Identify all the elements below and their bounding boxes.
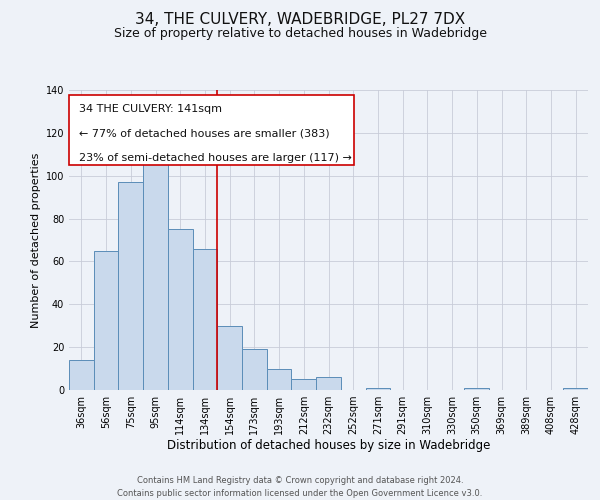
Bar [69, 360, 94, 390]
Bar [242, 350, 267, 390]
Bar [143, 146, 168, 390]
Text: 34 THE CULVERY: 141sqm: 34 THE CULVERY: 141sqm [79, 104, 223, 114]
Bar [193, 248, 217, 390]
Text: 34, THE CULVERY, WADEBRIDGE, PL27 7DX: 34, THE CULVERY, WADEBRIDGE, PL27 7DX [135, 12, 465, 28]
Bar [316, 377, 341, 390]
Y-axis label: Number of detached properties: Number of detached properties [31, 152, 41, 328]
Bar [563, 388, 588, 390]
X-axis label: Distribution of detached houses by size in Wadebridge: Distribution of detached houses by size … [167, 438, 490, 452]
Text: 23% of semi-detached houses are larger (117) →: 23% of semi-detached houses are larger (… [79, 153, 352, 163]
Bar [292, 380, 316, 390]
Bar [118, 182, 143, 390]
Bar [267, 368, 292, 390]
Bar [217, 326, 242, 390]
FancyBboxPatch shape [69, 94, 355, 165]
Text: ← 77% of detached houses are smaller (383): ← 77% of detached houses are smaller (38… [79, 129, 330, 139]
Text: Contains HM Land Registry data © Crown copyright and database right 2024.
Contai: Contains HM Land Registry data © Crown c… [118, 476, 482, 498]
Bar [365, 388, 390, 390]
Text: Size of property relative to detached houses in Wadebridge: Size of property relative to detached ho… [113, 28, 487, 40]
Bar [464, 388, 489, 390]
Bar [94, 250, 118, 390]
Bar [168, 230, 193, 390]
